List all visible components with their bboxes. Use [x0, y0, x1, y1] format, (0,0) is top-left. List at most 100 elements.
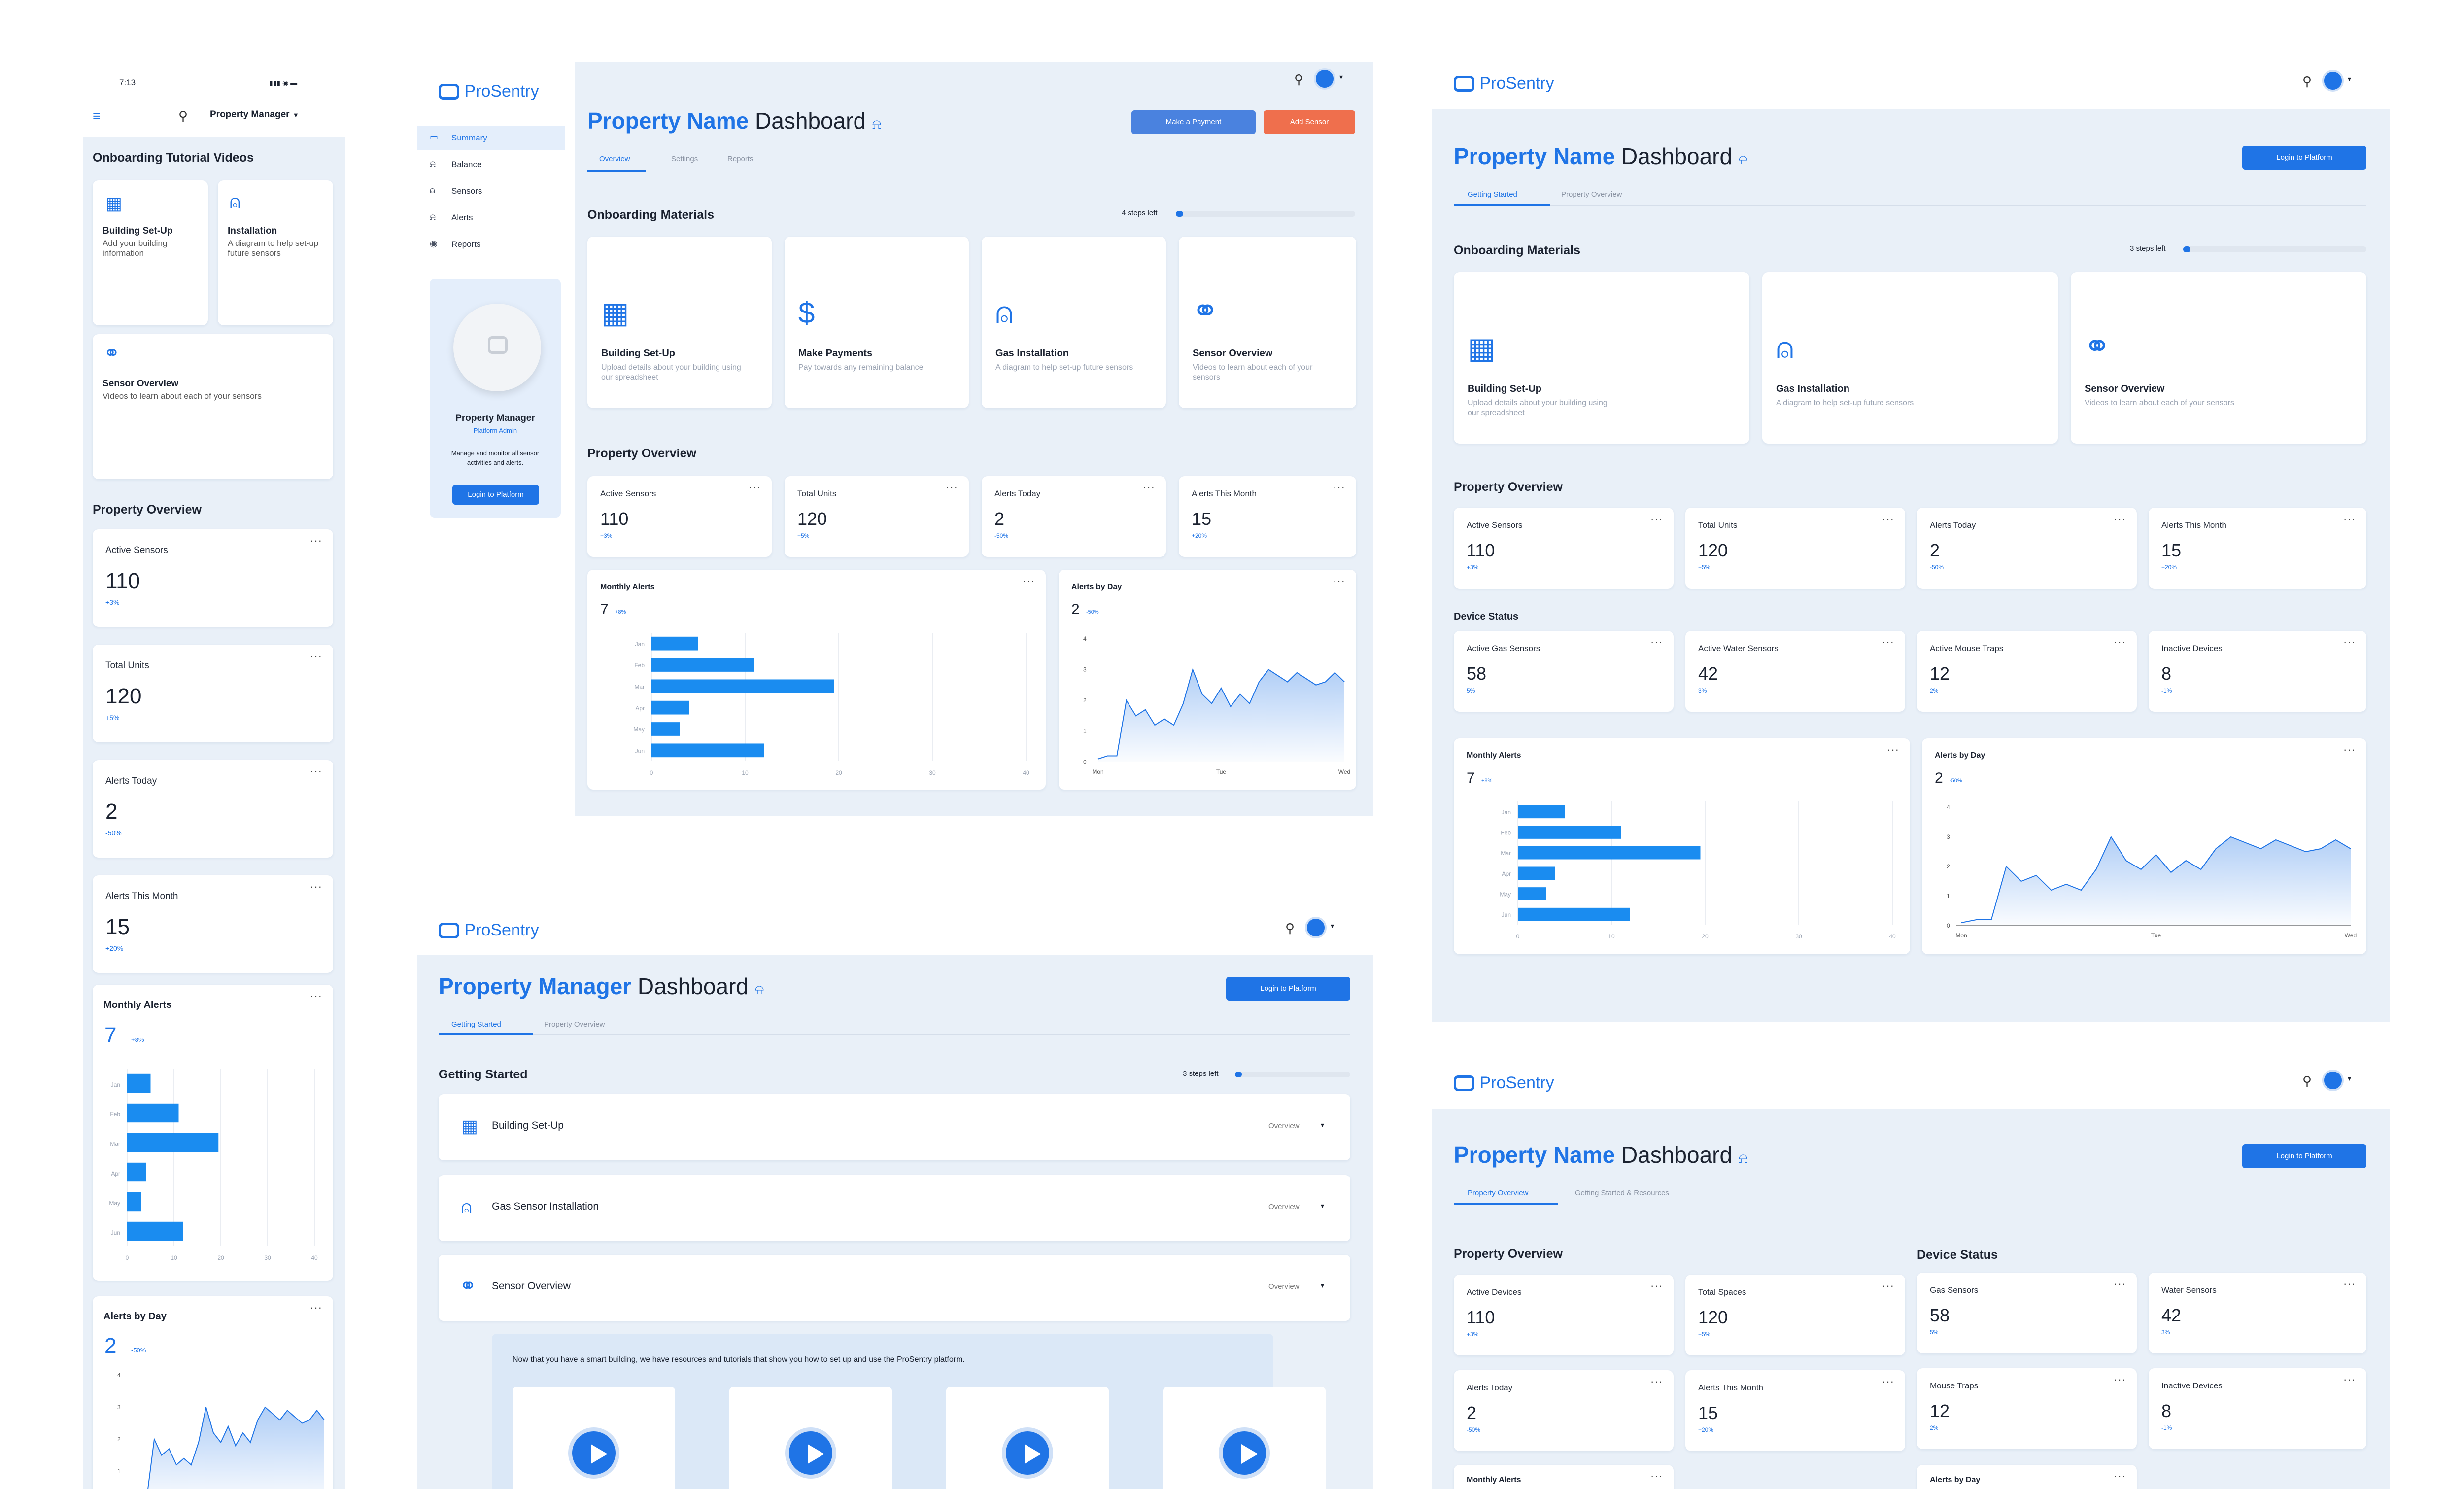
more-icon[interactable]: ···	[1882, 1280, 1894, 1292]
play-icon[interactable]	[1219, 1427, 1270, 1479]
material-card-building[interactable]: ▦ Building Set-Up Upload details about y…	[1454, 272, 1749, 444]
more-icon[interactable]: ···	[1882, 513, 1894, 525]
more-icon[interactable]: ···	[310, 880, 322, 893]
accordion-gas-installation[interactable]: ⍝ Gas Sensor Installation Overview ▾	[439, 1175, 1350, 1241]
more-icon[interactable]: ···	[2343, 743, 2356, 756]
more-icon[interactable]: ···	[1882, 636, 1894, 648]
chevron-down-icon[interactable]: ▾	[1321, 1202, 1325, 1210]
make-payment-button[interactable]: Make a Payment	[1131, 110, 1256, 134]
tab-getting-started[interactable]: Getting Started	[451, 1020, 501, 1029]
login-button[interactable]: Login to Platform	[2242, 1144, 2366, 1168]
search-icon[interactable]: ⚲	[2302, 74, 2312, 89]
add-sensor-button[interactable]: Add Sensor	[1264, 110, 1355, 134]
more-icon[interactable]: ···	[1333, 481, 1345, 493]
accordion-action[interactable]: Overview	[1268, 1282, 1300, 1291]
sidebar-item-balance[interactable]: ⍾ Balance	[417, 153, 565, 176]
brand-logo[interactable]: ProSentry	[1454, 1073, 1554, 1093]
chevron-down-icon[interactable]: ▾	[1331, 922, 1335, 930]
more-icon[interactable]: ···	[310, 990, 322, 1002]
bell-icon[interactable]: ⍾	[872, 116, 882, 132]
avatar-icon[interactable]	[1305, 917, 1327, 938]
more-icon[interactable]: ···	[2114, 1470, 2126, 1482]
more-icon[interactable]: ···	[2343, 1278, 2356, 1290]
more-icon[interactable]: ···	[310, 650, 322, 662]
sidebar-item-reports[interactable]: ◉ Reports	[417, 233, 565, 256]
avatar-icon[interactable]	[1314, 68, 1335, 90]
chevron-down-icon[interactable]: ▾	[1321, 1121, 1325, 1129]
accordion-sensor-overview[interactable]: ⚭ Sensor Overview Overview ▾	[439, 1255, 1350, 1321]
login-button[interactable]: Login to Platform	[452, 485, 539, 505]
search-icon[interactable]: ⚲	[178, 108, 188, 123]
mobile-card-sensor-overview[interactable]: ⚭ Sensor Overview Videos to learn about …	[93, 334, 333, 479]
bell-icon[interactable]: ⍾	[1738, 1150, 1748, 1166]
brand-logo[interactable]: ProSentry	[439, 82, 539, 101]
more-icon[interactable]: ···	[1143, 481, 1155, 493]
tab-reports[interactable]: Reports	[727, 155, 753, 163]
chevron-down-icon[interactable]: ▾	[2348, 1074, 2352, 1082]
more-icon[interactable]: ···	[310, 1301, 322, 1314]
search-icon[interactable]: ⚲	[1285, 921, 1295, 935]
tab-settings[interactable]: Settings	[671, 155, 698, 163]
tab-overview[interactable]: Overview	[599, 155, 630, 163]
more-icon[interactable]: ···	[1887, 743, 1899, 756]
more-icon[interactable]: ···	[2114, 1278, 2126, 1290]
play-icon[interactable]	[785, 1427, 836, 1479]
more-icon[interactable]: ···	[946, 481, 958, 493]
material-card-gas[interactable]: ⍝ Gas Installation A diagram to help set…	[1762, 272, 2058, 444]
video-thumbnail[interactable]	[513, 1387, 675, 1489]
bell-icon[interactable]: ⍾	[754, 982, 764, 997]
more-icon[interactable]: ···	[1650, 1280, 1663, 1292]
more-icon[interactable]: ···	[1023, 575, 1035, 587]
bell-icon[interactable]: ⍾	[1738, 152, 1748, 167]
accordion-building-setup[interactable]: ▦ Building Set-Up Overview ▾	[439, 1094, 1350, 1160]
tab-getting-started[interactable]: Getting Started	[1468, 190, 1517, 199]
tab-property-overview[interactable]: Property Overview	[1561, 190, 1622, 199]
more-icon[interactable]: ···	[310, 534, 322, 547]
search-icon[interactable]: ⚲	[1294, 72, 1304, 87]
more-icon[interactable]: ···	[1650, 1470, 1663, 1482]
chevron-down-icon[interactable]: ▾	[1339, 73, 1343, 81]
sidebar-item-sensors[interactable]: ⍝ Sensors	[417, 179, 565, 203]
more-icon[interactable]: ···	[2114, 513, 2126, 525]
more-icon[interactable]: ···	[310, 765, 322, 777]
mobile-card-installation[interactable]: ⍝ Installation A diagram to help set-up …	[218, 180, 333, 325]
tab-getting-started-resources[interactable]: Getting Started & Resources	[1575, 1189, 1669, 1197]
login-button[interactable]: Login to Platform	[1226, 977, 1350, 1001]
video-thumbnail[interactable]	[729, 1387, 892, 1489]
material-card-sensor-overview[interactable]: ⚭ Sensor Overview Videos to learn about …	[1179, 237, 1356, 408]
sidebar-item-summary[interactable]: ▭ Summary	[417, 126, 565, 150]
more-icon[interactable]: ···	[1650, 1375, 1663, 1387]
more-icon[interactable]: ···	[1882, 1375, 1894, 1387]
material-card-sensor-overview[interactable]: ⚭ Sensor Overview Videos to learn about …	[2071, 272, 2366, 444]
accordion-action[interactable]: Overview	[1268, 1203, 1300, 1211]
play-icon[interactable]	[568, 1427, 619, 1479]
tab-property-overview[interactable]: Property Overview	[1468, 1189, 1529, 1197]
play-icon[interactable]	[1002, 1427, 1053, 1479]
account-selector[interactable]: Property Manager ▾	[210, 109, 298, 120]
more-icon[interactable]: ···	[2343, 1373, 2356, 1385]
menu-icon[interactable]: ≡	[93, 108, 101, 124]
more-icon[interactable]: ···	[1650, 513, 1663, 525]
material-card-payments[interactable]: $ Make Payments Pay towards any remainin…	[785, 237, 969, 408]
login-button[interactable]: Login to Platform	[2242, 146, 2366, 170]
more-icon[interactable]: ···	[2114, 1373, 2126, 1385]
more-icon[interactable]: ···	[2343, 636, 2356, 648]
avatar-icon[interactable]	[2322, 1070, 2344, 1091]
sidebar-item-alerts[interactable]: ⍾ Alerts	[417, 206, 565, 230]
chevron-down-icon[interactable]: ▾	[1321, 1281, 1325, 1289]
avatar-icon[interactable]	[2322, 70, 2344, 92]
tab-property-overview[interactable]: Property Overview	[544, 1020, 605, 1029]
brand-logo[interactable]: ProSentry	[1454, 74, 1554, 93]
material-card-building[interactable]: ▦ Building Set-Up Upload details about y…	[587, 237, 772, 408]
mobile-card-building[interactable]: ▦ Building Set-Up Add your building info…	[93, 180, 208, 325]
video-thumbnail[interactable]	[1163, 1387, 1326, 1489]
more-icon[interactable]: ···	[2114, 636, 2126, 648]
search-icon[interactable]: ⚲	[2302, 1073, 2312, 1088]
more-icon[interactable]: ···	[2343, 513, 2356, 525]
more-icon[interactable]: ···	[1650, 636, 1663, 648]
brand-logo[interactable]: ProSentry	[439, 921, 539, 940]
chevron-down-icon[interactable]: ▾	[2348, 75, 2352, 83]
more-icon[interactable]: ···	[1333, 575, 1345, 587]
video-thumbnail[interactable]	[946, 1387, 1109, 1489]
material-card-gas[interactable]: ⍝ Gas Installation A diagram to help set…	[982, 237, 1166, 408]
